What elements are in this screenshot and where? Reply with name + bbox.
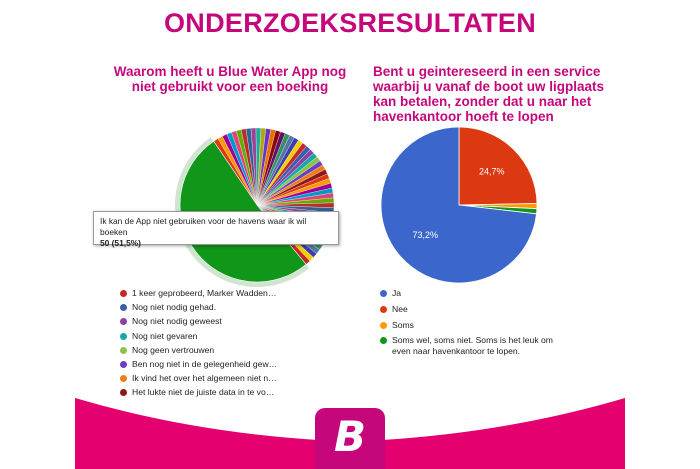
legend-label: Ben nog niet in de gelegenheid gew… — [132, 358, 278, 369]
legend-label: 1 keer geprobeerd, Marker Wadden… — [132, 288, 277, 298]
legend-item[interactable]: Nee — [380, 304, 555, 315]
pie-data-label: 73,2% — [413, 230, 439, 240]
legend-item[interactable]: Soms wel, soms niet. Soms is het leuk om… — [380, 335, 555, 357]
legend-item[interactable]: Nog niet nodig geweest — [120, 316, 310, 327]
footer-wave-left — [75, 398, 318, 469]
legend-dot — [380, 321, 387, 329]
logo-letter-icon: B — [333, 412, 366, 461]
legend-item[interactable]: Ben nog niet in de gelegenheid gew… — [120, 359, 310, 370]
blue-water-logo: B — [315, 408, 385, 469]
legend-item[interactable]: Nog geen vertrouwen — [120, 345, 310, 356]
legend-label: Nog niet nodig geweest — [132, 316, 222, 327]
legend-dot — [120, 290, 127, 297]
pie-slice — [380, 126, 537, 284]
left-chart-title: Waarom heeft u Blue Water App nog niet g… — [113, 64, 347, 94]
legend-dot — [120, 318, 127, 326]
legend-label: Ik vind het over het algemeen niet n… — [132, 373, 277, 384]
legend-item[interactable]: Nog niet nodig gehad. — [120, 302, 310, 313]
page-title: ONDERZOEKSRESULTATEN — [163, 8, 536, 38]
legend-dot — [120, 360, 127, 368]
legend-label: Nee — [392, 303, 408, 314]
legend-item[interactable]: 1 keer geprobeerd, Marker Wadden… — [120, 288, 310, 299]
legend-dot — [120, 375, 127, 383]
right-legend: Ja Nee Soms Soms wel, soms niet. Soms is… — [380, 288, 555, 362]
tooltip-label: Ik kan de App niet gebruiken voor de hav… — [100, 216, 307, 237]
left-legend: 1 keer geprobeerd, Marker Wadden… Nog ni… — [120, 288, 310, 402]
legend-item[interactable]: Soms — [380, 320, 555, 331]
right-chart-title: Bent u geintereseerd in een service waar… — [373, 64, 605, 124]
legend-dot — [380, 290, 387, 297]
pie-data-label: 24,7% — [479, 167, 505, 177]
legend-item[interactable]: Ik vind het over het algemeen niet n… — [120, 373, 310, 384]
legend-dot — [380, 305, 387, 313]
legend-dot — [120, 332, 127, 340]
legend-dot — [120, 346, 127, 354]
pie-slice — [458, 126, 538, 206]
legend-item[interactable]: Ja — [380, 288, 555, 299]
right-pie-chart: 24,7% 73,2% — [380, 126, 538, 284]
legend-label: Ja — [392, 288, 402, 298]
chart-tooltip: Ik kan de App niet gebruiken voor de hav… — [93, 211, 339, 248]
legend-label: Het lukte niet de juiste data in te vo… — [132, 387, 275, 398]
legend-dot — [120, 304, 127, 312]
legend-label: Nog niet nodig gehad. — [132, 302, 217, 313]
legend-label: Soms — [392, 319, 414, 330]
legend-item[interactable]: Het lukte niet de juiste data in te vo… — [120, 387, 310, 398]
tooltip-value: 50 (51,5%) — [100, 238, 141, 248]
legend-dot — [380, 337, 387, 345]
legend-label: Nog niet gevaren — [132, 330, 198, 341]
legend-label: Soms wel, soms niet. Soms is het leuk om… — [392, 335, 553, 357]
footer-wave-right — [382, 398, 625, 469]
legend-dot — [120, 389, 127, 397]
legend-label: Nog geen vertrouwen — [132, 344, 215, 355]
legend-item[interactable]: Nog niet gevaren — [120, 331, 310, 342]
